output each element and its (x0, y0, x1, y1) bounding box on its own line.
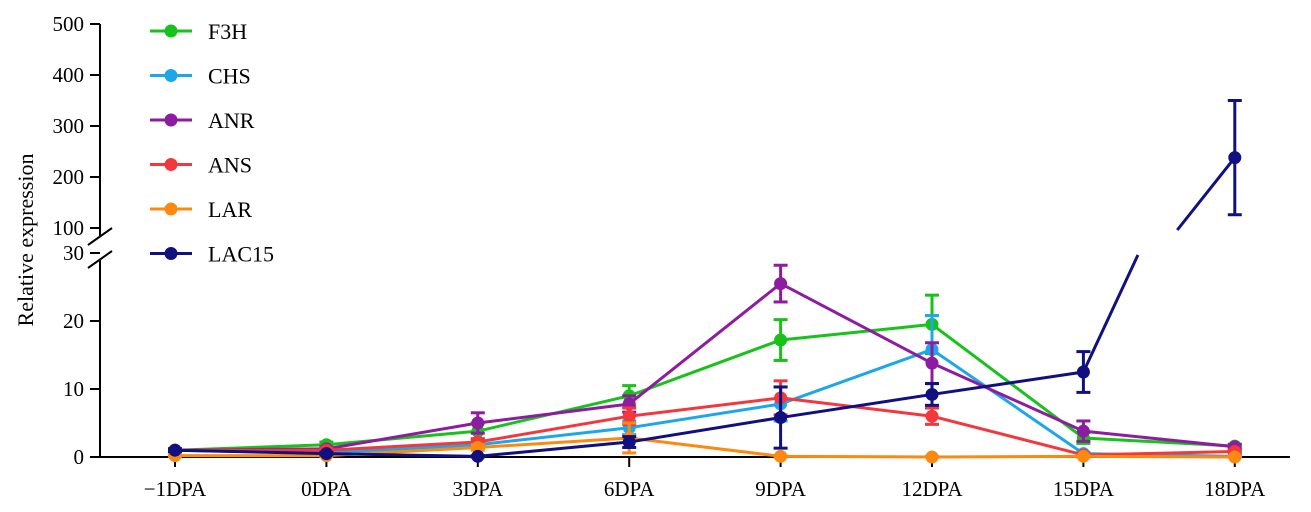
series-group (168, 99, 1242, 464)
legend-marker (164, 202, 178, 216)
series-line-segment (477, 426, 630, 447)
y-axis-label: Relative expression (13, 154, 38, 327)
legend-label: LAC15 (208, 242, 274, 267)
series-line-segment (628, 402, 781, 430)
legend-item-chs: CHS (150, 64, 251, 89)
data-point (1076, 449, 1090, 463)
data-point (1228, 450, 1242, 464)
x-tick-label: −1DPA (144, 477, 207, 501)
series-line-segment (780, 322, 933, 342)
series-line-segment (931, 454, 1084, 459)
data-point (774, 277, 788, 291)
data-point (1076, 365, 1090, 379)
series-line-segment (1176, 156, 1236, 231)
series-line-segment (629, 436, 781, 458)
series-line-segment (931, 348, 1085, 455)
legend-marker (164, 24, 178, 38)
y-tick-label: 200 (53, 165, 85, 189)
series-line-segment (477, 440, 630, 458)
x-tick-label: 9DPA (755, 477, 806, 501)
legend-label: CHS (208, 64, 251, 89)
data-point (1228, 151, 1242, 165)
series-line-segment (477, 414, 630, 444)
y-tick-label: 30 (63, 241, 84, 265)
series-line-segment (1083, 454, 1235, 459)
y-tick-label: 10 (63, 377, 84, 401)
axes (87, 24, 1290, 458)
data-point (319, 447, 333, 461)
y-tick-label: 100 (53, 216, 85, 240)
data-point (925, 409, 939, 423)
data-point (471, 449, 485, 463)
series-line-segment (780, 454, 933, 459)
legend-label: ANS (208, 153, 252, 178)
series-line-segment (931, 370, 1084, 396)
legend-marker (164, 158, 178, 171)
data-point (774, 449, 788, 463)
series-line-segment (326, 452, 478, 458)
series-line-segment (1083, 450, 1235, 457)
series-line-segment (1083, 429, 1235, 449)
data-point (168, 443, 182, 457)
series-line-segment (931, 361, 1085, 433)
legend-marker (164, 69, 178, 82)
series-lac15 (168, 99, 1242, 463)
series-line-segment (326, 429, 478, 447)
series-line-segment (628, 282, 782, 406)
series-line-segment (477, 402, 630, 425)
legend-item-anr: ANR (150, 108, 255, 133)
series-line-segment (326, 440, 478, 452)
y-tick-label: 500 (53, 12, 85, 36)
series-line-segment (780, 392, 933, 420)
series-line-segment (931, 414, 1084, 457)
data-point (471, 416, 485, 430)
data-point (774, 411, 788, 425)
series-line-segment (326, 443, 478, 455)
data-point (774, 333, 788, 347)
series-anr (168, 263, 1242, 457)
axis-break-mark-bottom (87, 250, 113, 269)
legend-item-lar: LAR (150, 197, 252, 222)
legend-marker (164, 113, 178, 127)
y-tick-label: 400 (53, 63, 85, 87)
series-line-segment (628, 416, 781, 444)
axis-break-mark-top (87, 227, 113, 246)
data-point (622, 409, 636, 423)
series-line-segment (174, 448, 327, 456)
series-line-segment (477, 436, 630, 449)
series-line-segment (628, 338, 782, 398)
data-point (925, 450, 939, 464)
legend-item-ans: ANS (150, 153, 252, 178)
data-point (925, 356, 939, 370)
x-tick-label: 0DPA (301, 477, 352, 501)
x-tick-label: 6DPA (604, 477, 655, 501)
legend-item-lac15: LAC15 (150, 242, 274, 267)
legend: F3H CHS ANR ANS LAR LAC15 (150, 19, 274, 267)
legend-label: ANR (208, 108, 255, 133)
legend-marker (164, 247, 178, 260)
legend-item-f3h: F3H (150, 19, 247, 44)
series-line-segment (326, 421, 479, 451)
y-tick-label: 20 (63, 309, 84, 333)
x-tick-label: 18DPA (1204, 477, 1266, 501)
legend-label: LAR (208, 197, 252, 222)
series-line-segment (779, 282, 933, 365)
y-tick-label: 0 (74, 445, 85, 469)
data-point (1076, 424, 1090, 438)
data-point (925, 387, 939, 401)
series-line-segment (629, 396, 781, 418)
x-tick-label: 15DPA (1053, 477, 1115, 501)
x-ticks: −1DPA 0DPA 3DPA 6DPA 9DPA 12DPA 15DPA 18DPA (144, 457, 1266, 501)
legend-label: F3H (208, 19, 247, 44)
y-tick-label: 300 (53, 114, 85, 138)
series-line-segment (780, 348, 933, 406)
data-point (622, 435, 636, 449)
x-tick-label: 3DPA (453, 477, 504, 501)
x-tick-label: 12DPA (901, 477, 963, 501)
series-line-segment (1082, 254, 1140, 373)
